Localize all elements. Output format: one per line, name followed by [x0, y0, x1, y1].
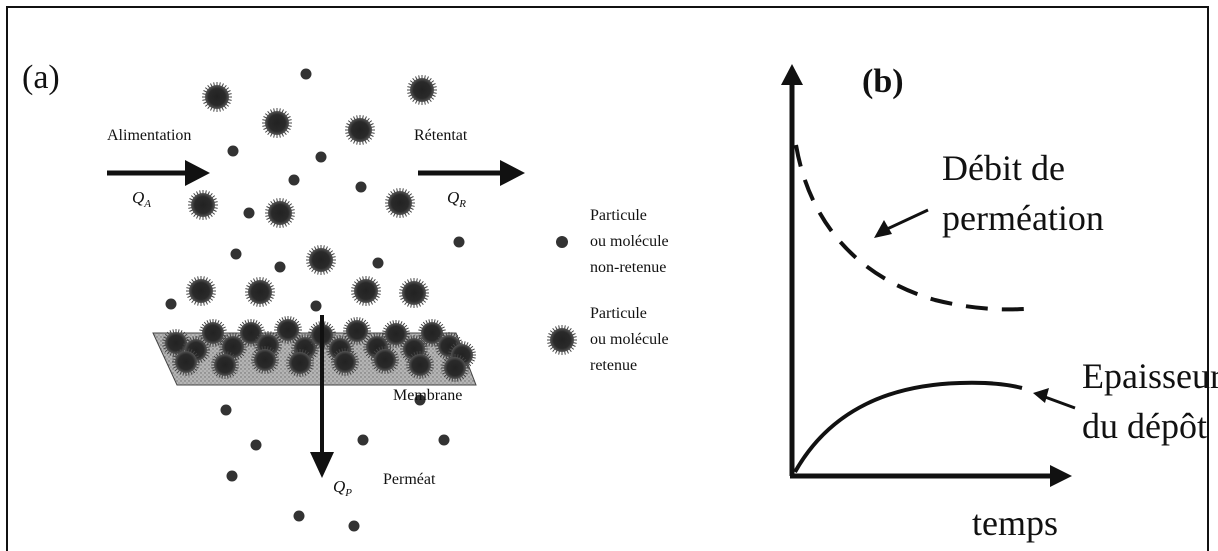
retained-particle: [407, 75, 437, 105]
retained-particle: [351, 276, 381, 306]
passing-particle: [348, 520, 360, 532]
retained-particle: [418, 319, 446, 347]
passing-particle: [220, 404, 232, 416]
retained-particle: [251, 346, 279, 374]
retained-particle: [262, 108, 292, 138]
retained-particle: [399, 278, 429, 308]
retained-particle: [371, 346, 399, 374]
retained-particle: [331, 348, 359, 376]
retained-particle: [382, 320, 410, 348]
passing-particle: [243, 207, 255, 219]
panel-b-label: (b): [862, 63, 904, 100]
permeate-flow-label: QP: [333, 477, 352, 499]
retained-particle: [406, 351, 434, 379]
retained-particle: [286, 349, 314, 377]
passing-particle: [453, 236, 465, 248]
figure-frame: [6, 6, 1209, 551]
panel-a-label: (a): [22, 59, 60, 96]
retained-particle: [385, 188, 415, 218]
passing-particle: [250, 439, 262, 451]
passing-particle: [315, 151, 327, 163]
permeation-flux-curve: [794, 144, 1026, 312]
passing-particle: [165, 298, 177, 310]
retained-particle: [237, 319, 265, 347]
passing-particle: [414, 394, 426, 406]
axes: [781, 64, 1072, 487]
retained-particle: [211, 351, 239, 379]
legend-small-line1: Particule: [590, 207, 647, 224]
deposit-label-line2: du dépôt: [1082, 406, 1207, 446]
retained-particle: [172, 348, 200, 376]
legend-large-particle-icon: [547, 325, 577, 355]
passing-particle: [293, 510, 305, 522]
feed-arrow: [107, 160, 210, 186]
passing-particle: [438, 434, 450, 446]
legend-small-line3: non-retenue: [590, 259, 666, 276]
legend-large-line2: ou molécule: [590, 331, 669, 348]
passing-particle: [227, 145, 239, 157]
feed-label: Alimentation: [107, 127, 191, 144]
retained-particle: [199, 319, 227, 347]
passing-particle: [288, 174, 300, 186]
retained-particle: [400, 335, 428, 363]
retained-particle: [245, 277, 275, 307]
retained-particle: [265, 198, 295, 228]
retentate-flow-label: QR: [447, 188, 466, 210]
flux-label-line2: perméation: [942, 198, 1104, 238]
membrane-label: Membrane: [393, 387, 462, 404]
permeate-arrow: [310, 315, 334, 478]
legend-large-line3: retenue: [590, 357, 637, 374]
passing-particle: [274, 261, 286, 273]
passing-particle: [226, 470, 238, 482]
permeate-label: Perméat: [383, 471, 436, 488]
passing-particle: [355, 181, 367, 193]
y-axis-arrowhead: [781, 64, 803, 85]
legend-large-line1: Particule: [590, 305, 647, 322]
passing-particle: [372, 257, 384, 269]
flux-callout-arrow: [874, 208, 929, 238]
passing-particle: [230, 248, 242, 260]
x-axis-label: temps: [972, 503, 1058, 543]
deposit-label-line1: Epaisseur: [1082, 356, 1218, 396]
retained-particle: [186, 276, 216, 306]
passing-particle: [300, 68, 312, 80]
retained-particles: [186, 75, 437, 308]
retained-particle: [306, 245, 336, 275]
retained-particle: [547, 325, 577, 355]
deposit-layer: [162, 316, 476, 382]
passing-particle: [357, 434, 369, 446]
retained-particle: [188, 190, 218, 220]
retained-particle: [345, 115, 375, 145]
feed-flow-label: QA: [132, 188, 151, 210]
passing-particles: [165, 68, 465, 532]
retained-particle: [343, 317, 371, 345]
legend-small-particle-icon: [556, 236, 568, 248]
legend: Particule ou molécule non-retenue Partic…: [547, 207, 669, 374]
deposit-callout-arrow: [1033, 388, 1076, 410]
retentate-label: Rétentat: [414, 127, 468, 144]
retentate-arrow: [418, 160, 525, 186]
retained-particle: [441, 354, 469, 382]
retained-particle: [274, 316, 302, 344]
flux-label-line1: Débit de: [942, 148, 1065, 188]
x-axis-arrowhead: [1050, 465, 1072, 487]
legend-small-line2: ou molécule: [590, 233, 669, 250]
deposit-thickness-curve: [793, 380, 1023, 473]
passing-particle: [310, 300, 322, 312]
retained-particle: [202, 82, 232, 112]
